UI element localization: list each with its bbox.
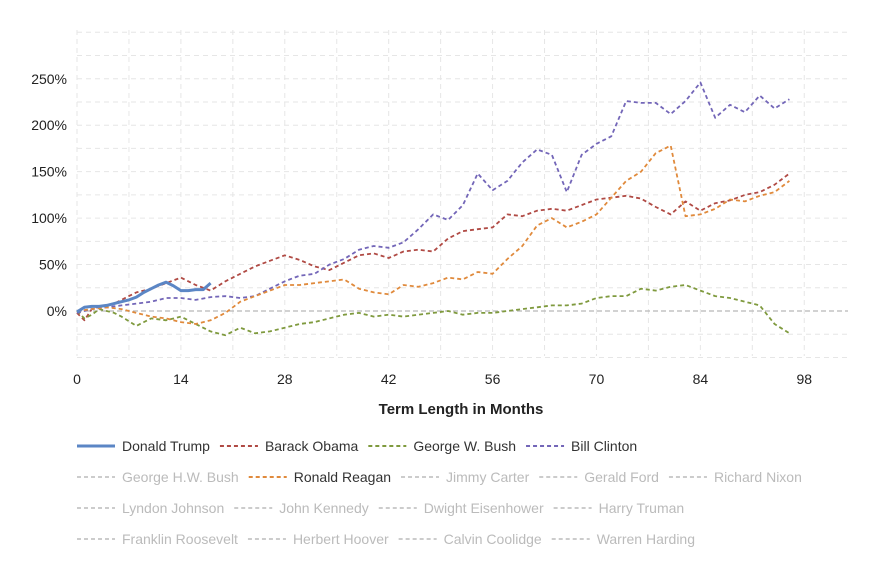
legend-label: Herbert Hoover — [293, 531, 389, 547]
legend-label: Franklin Roosevelt — [122, 531, 238, 547]
legend-item-ronald-reagan[interactable]: Ronald Reagan — [248, 469, 391, 485]
legend-label: Dwight Eisenhower — [424, 500, 544, 516]
legend-label: Richard Nixon — [714, 469, 802, 485]
y-tick-label: 250% — [31, 71, 67, 87]
x-tick-label: 42 — [381, 371, 397, 387]
legend-item-donald-trump[interactable]: Donald Trump — [77, 438, 210, 454]
legend-item-george-h-w-bush[interactable]: George H.W. Bush — [77, 469, 239, 485]
legend-label: Gerald Ford — [584, 469, 659, 485]
legend-item-calvin-coolidge[interactable]: Calvin Coolidge — [398, 531, 542, 547]
legend-label: Ronald Reagan — [294, 469, 391, 485]
legend-item-john-kennedy[interactable]: John Kennedy — [234, 500, 369, 516]
series-line-barack-obama — [76, 172, 790, 322]
legend-label: Bill Clinton — [571, 438, 637, 454]
legend-item-dwight-eisenhower[interactable]: Dwight Eisenhower — [378, 500, 544, 516]
x-tick-label: 98 — [796, 371, 812, 387]
series-line-bill-clinton — [76, 81, 790, 314]
legend-label: George H.W. Bush — [122, 469, 239, 485]
legend-label: Jimmy Carter — [446, 469, 530, 485]
x-tick-label: 28 — [277, 371, 293, 387]
legend-item-franklin-roosevelt[interactable]: Franklin Roosevelt — [77, 531, 238, 547]
legend-label: Barack Obama — [265, 438, 359, 454]
x-axis-title: Term Length in Months — [379, 401, 544, 418]
y-tick-label: 50% — [39, 257, 67, 273]
legend-item-warren-harding[interactable]: Warren Harding — [551, 531, 695, 547]
legend-label: Lyndon Johnson — [122, 500, 224, 516]
legend-label: Warren Harding — [597, 531, 695, 547]
x-tick-label: 0 — [73, 371, 81, 387]
series-line-donald-trump — [76, 280, 212, 314]
legend: Donald Trump Barack Obama George W. Bush Bi… — [77, 438, 802, 547]
series-line-ronald-reagan — [76, 144, 790, 325]
legend-item-jimmy-carter[interactable]: Jimmy Carter — [401, 469, 530, 485]
series-lines — [76, 81, 790, 337]
legend-item-herbert-hoover[interactable]: Herbert Hoover — [247, 531, 389, 547]
y-tick-label: 200% — [31, 117, 67, 133]
x-axis-ticks: 014284256708498112126140 — [73, 371, 812, 387]
legend-item-gerald-ford[interactable]: Gerald Ford — [539, 469, 659, 485]
y-tick-label: 150% — [31, 164, 67, 180]
x-tick-label: 14 — [173, 371, 189, 387]
y-tick-label: 100% — [31, 210, 67, 226]
x-tick-label: 84 — [693, 371, 709, 387]
legend-item-barack-obama[interactable]: Barack Obama — [219, 438, 359, 454]
y-tick-label: 0% — [47, 303, 67, 319]
legend-label: George W. Bush — [413, 438, 516, 454]
legend-item-harry-truman[interactable]: Harry Truman — [553, 500, 685, 516]
legend-item-bill-clinton[interactable]: Bill Clinton — [526, 438, 637, 454]
legend-label: Calvin Coolidge — [444, 531, 542, 547]
legend-item-lyndon-johnson[interactable]: Lyndon Johnson — [77, 500, 224, 516]
y-axis-ticks: 0% 50% 100% 150% 200% 250% — [31, 71, 67, 319]
legend-label: John Kennedy — [279, 500, 369, 516]
grid — [76, 30, 848, 358]
x-tick-label: 56 — [485, 371, 501, 387]
legend-item-richard-nixon[interactable]: Richard Nixon — [668, 469, 802, 485]
x-tick-label: 70 — [589, 371, 605, 387]
legend-label: Harry Truman — [599, 500, 685, 516]
series-line-george-w-bush — [76, 284, 790, 337]
legend-label: Donald Trump — [122, 438, 210, 454]
legend-item-george-w-bush[interactable]: George W. Bush — [368, 438, 516, 454]
